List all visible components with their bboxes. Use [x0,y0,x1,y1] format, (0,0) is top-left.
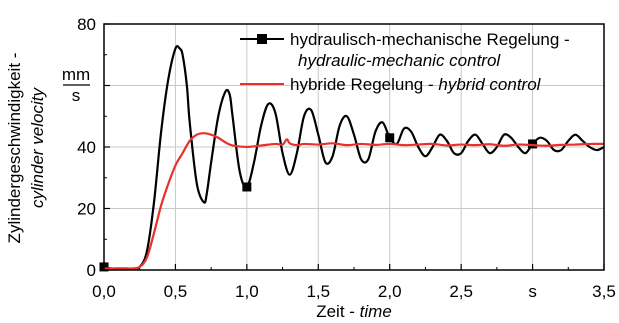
series-marker [242,182,252,192]
legend-label-hydraulic: hydraulisch-mechanische Regelung - [290,30,570,49]
series-marker [385,133,395,143]
y-tick-label: 0 [87,261,96,280]
tick-labels: 0,0 0,5 1,0 1,5 2,0 2,5 s 3,5 0 20 40 80 [77,15,616,301]
x-axis-title-main: Zeit - [316,302,359,321]
series-line-1 [103,132,605,270]
y-unit: mm s [62,65,90,105]
x-axis-title: Zeit - time [316,302,392,321]
series-marker [528,139,538,149]
legend-label-hybrid-italic: hybrid control [438,75,541,94]
legend-marker-hydraulic [257,34,267,44]
x-tick-label: 1,0 [235,282,259,301]
plot-frame [103,23,605,271]
y-axis-title-line1: Zylindergeschwindigkeit - [5,53,24,244]
x-axis-title-italic: time [360,302,392,321]
x-tick-label: 2,0 [378,282,402,301]
legend-label-hybrid: hybride Regelung - hybrid control [290,75,542,94]
x-tick-label: 2,5 [449,282,473,301]
y-axis-title: Zylindergeschwindigkeit - cylinder veloc… [5,53,47,244]
y-unit-denominator: s [72,86,81,105]
x-tick-label: 1,5 [306,282,330,301]
y-axis-title-line2: cylinder velocity [28,87,47,208]
y-unit-numerator: mm [62,65,90,84]
y-tick-label: 20 [77,200,96,219]
y-tick-label: 80 [77,15,96,34]
legend-label-hybrid-main: hybride Regelung - [290,75,434,94]
x-tick-label: 0,5 [164,282,188,301]
legend-label-hydraulic-italic: hydraulic-mechanic control [298,51,501,70]
x-tick-label: s [528,282,537,301]
x-tick-label: 0,0 [92,282,116,301]
y-tick-label: 40 [77,138,96,157]
x-tick-label: 3,5 [592,282,616,301]
series-layer [99,44,605,272]
legend: hydraulisch-mechanische Regelung - hydra… [240,30,570,94]
